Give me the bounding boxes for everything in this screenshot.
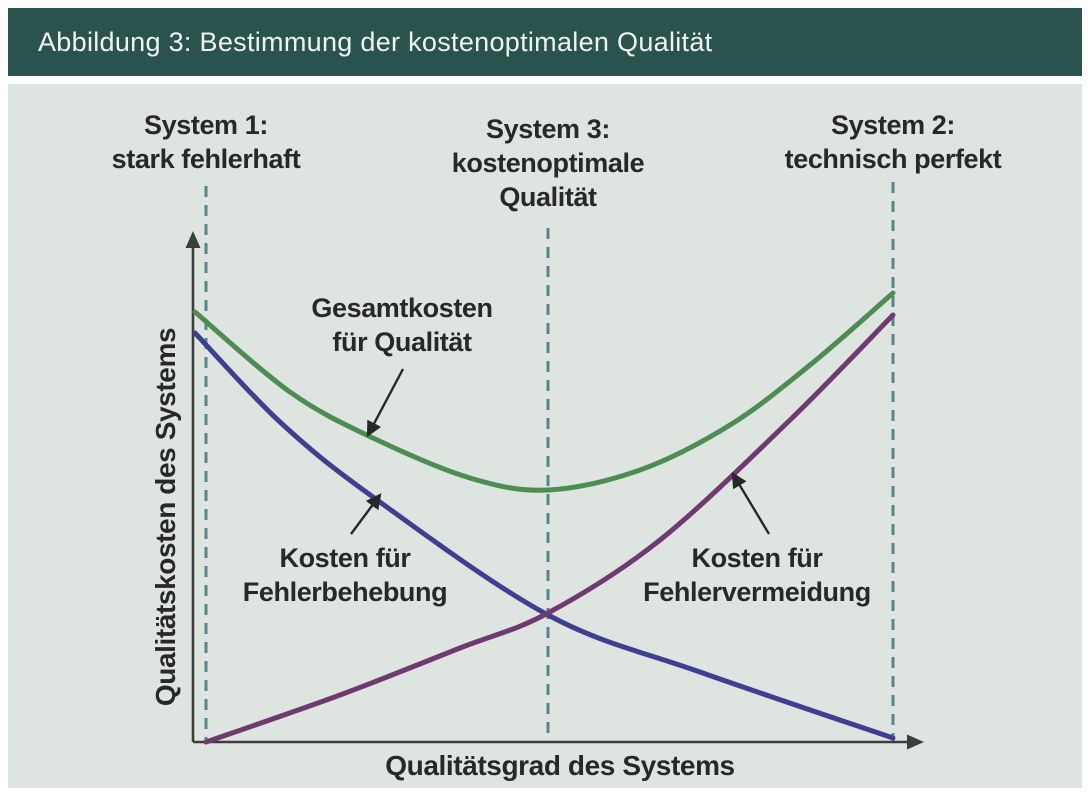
system-label-1: System 1: stark fehlerhaft <box>112 108 301 176</box>
figure-header-bar: Abbildung 3: Bestimmung der kostenoptima… <box>8 8 1082 76</box>
system-label-3: System 2: technisch perfekt <box>785 108 1002 176</box>
annotation-label-2: Kosten für Fehlerbehebung <box>242 541 448 609</box>
system-label-2-line: System 3: <box>486 114 610 144</box>
system-label-2: System 3: kostenoptimale Qualität <box>451 112 645 214</box>
system-label-3-line: System 2: <box>831 110 955 140</box>
annotation-label-3: Kosten für Fehlervermeidung <box>643 541 871 609</box>
annotation-label-2-line: Fehlerbehebung <box>242 577 448 607</box>
annotation-label-3-line: Fehlervermeidung <box>643 577 871 607</box>
figure-title: Abbildung 3: Bestimmung der kostenoptima… <box>38 26 713 57</box>
annotation-label-2-line: Kosten für <box>279 543 411 573</box>
x-axis-label: Qualitätsgrad des Systems <box>385 750 735 781</box>
system-label-2-line: kostenoptimale <box>451 148 645 178</box>
system-label-2-line: Qualität <box>499 182 597 212</box>
system-label-3-line: technisch perfekt <box>784 144 1002 174</box>
annotation-label-1: Gesamtkosten für Qualität <box>311 291 493 359</box>
system-label-1-line: System 1: <box>144 110 268 140</box>
system-label-1-line: stark fehlerhaft <box>111 144 301 174</box>
annotation-label-1-line: Gesamtkosten <box>311 293 493 323</box>
annotation-label-1-line: für Qualität <box>332 327 472 357</box>
annotation-label-3-line: Kosten für <box>691 543 823 573</box>
y-axis-label: Qualitätskosten des Systems <box>150 327 181 707</box>
